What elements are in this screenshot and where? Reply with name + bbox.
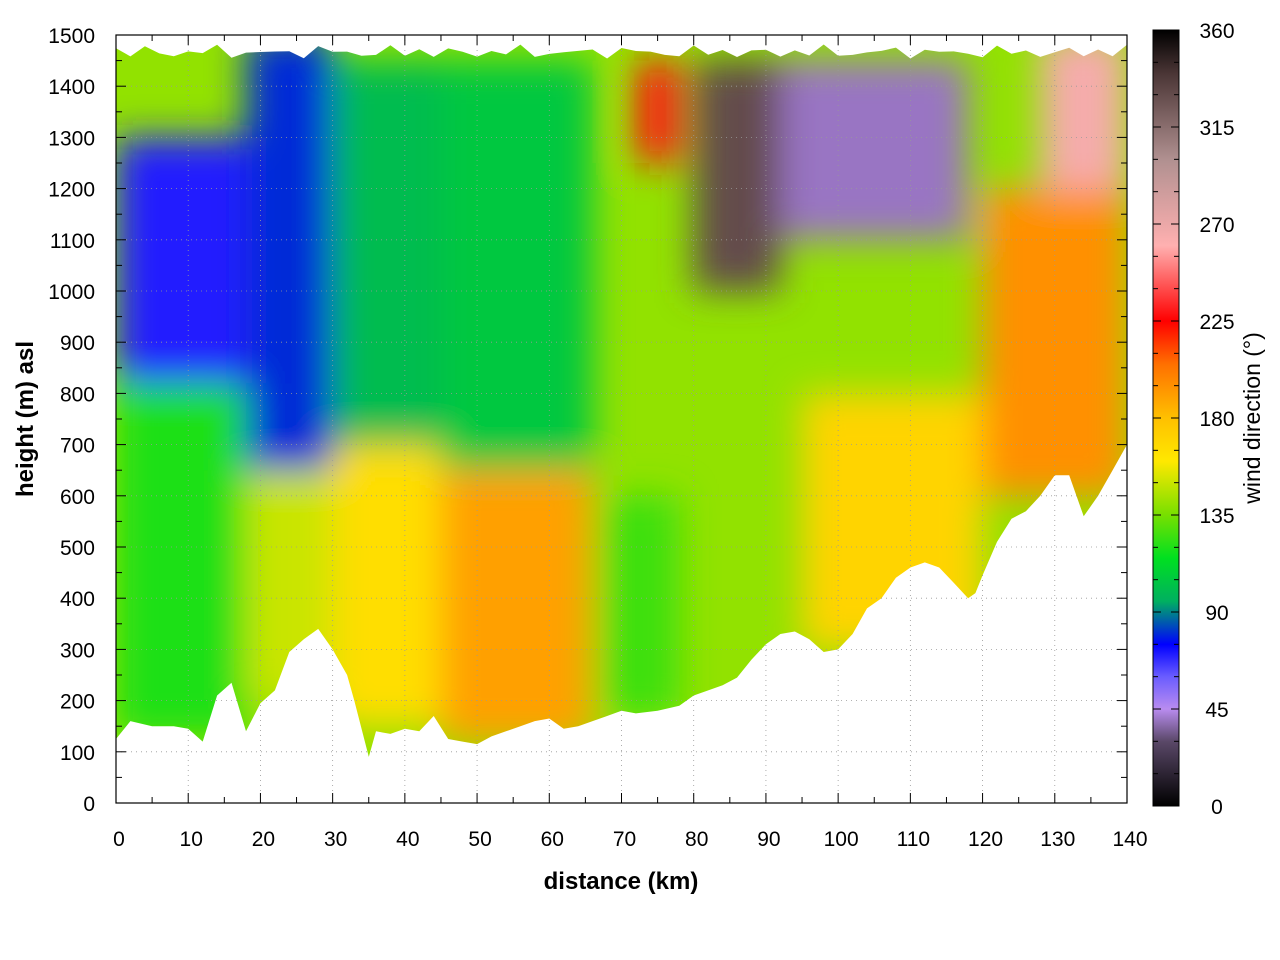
wind-zone-14 xyxy=(1040,35,1127,189)
axis-ticks: 0 10 20 30 40 50 60 70 80 90 100 110 120 130 140010020… xyxy=(48,25,1147,851)
wind-zone-6 xyxy=(440,470,593,742)
wind-zone-3 xyxy=(245,35,333,471)
x-tick-label: 10 xyxy=(180,828,203,851)
wind-zone-4 xyxy=(332,444,441,727)
wind-zone-10 xyxy=(693,60,781,291)
x-tick-label: 40 xyxy=(396,828,419,851)
colorbar-tick-label: 180 xyxy=(1199,408,1234,431)
grid xyxy=(116,35,1127,803)
terrain-mask xyxy=(116,444,1127,804)
wind-zone-13 xyxy=(982,188,1127,496)
x-tick-label: 30 xyxy=(324,828,347,851)
y-axis-label: height (m) asl xyxy=(12,341,39,497)
colorbar-tick-label: 90 xyxy=(1205,602,1228,625)
y-tick-label: 200 xyxy=(60,691,95,714)
x-tick-label: 60 xyxy=(541,828,564,851)
y-tick-label: 400 xyxy=(60,588,95,611)
x-tick-label: 100 xyxy=(824,828,859,851)
colorbar-label: wind direction (°) xyxy=(1239,332,1265,505)
colorbar-tick-label: 270 xyxy=(1199,214,1234,237)
colorbar-tick-label: 360 xyxy=(1199,20,1234,43)
x-tick-label: 90 xyxy=(757,828,780,851)
y-tick-label: 300 xyxy=(60,639,95,662)
wind-zone-8 xyxy=(599,495,680,716)
wind-zone-5 xyxy=(332,60,441,445)
y-tick-label: 1100 xyxy=(50,230,95,253)
colorbar-tick-label: 315 xyxy=(1199,117,1234,140)
x-tick-label: 110 xyxy=(897,828,930,851)
wind-field xyxy=(116,35,1127,803)
wind-zone-1 xyxy=(116,137,246,384)
x-tick-label: 140 xyxy=(1112,828,1147,851)
x-tick-label: 130 xyxy=(1040,828,1075,851)
x-tick-label: 50 xyxy=(468,828,491,851)
y-tick-label: 1000 xyxy=(48,281,95,304)
y-tick-label: 1400 xyxy=(48,76,95,99)
colorbar-tick-label: 135 xyxy=(1199,505,1234,528)
y-tick-label: 700 xyxy=(60,435,95,458)
y-tick-label: 1500 xyxy=(48,25,95,48)
colorbar-tick-label: 0 xyxy=(1211,796,1223,819)
y-tick-label: 900 xyxy=(60,332,95,355)
wind-zone-11 xyxy=(780,60,969,240)
x-tick-label: 80 xyxy=(685,828,708,851)
y-tick-label: 1200 xyxy=(48,179,95,202)
wind-zone-7 xyxy=(440,60,593,471)
y-tick-label: 800 xyxy=(60,383,95,406)
y-tick-label: 600 xyxy=(60,486,95,509)
x-tick-label: 70 xyxy=(613,828,636,851)
colorbar-tick-label: 225 xyxy=(1199,311,1234,334)
wind-zone-0 xyxy=(116,383,246,737)
wind-zone-9 xyxy=(635,60,680,163)
y-tick-label: 100 xyxy=(60,742,95,765)
x-tick-label: 120 xyxy=(968,828,1003,851)
y-tick-label: 500 xyxy=(60,537,95,560)
colorbar-tick-label: 45 xyxy=(1205,699,1228,722)
x-axis-label: distance (km) xyxy=(544,868,699,895)
y-tick-label: 0 xyxy=(83,793,95,816)
y-tick-label: 1300 xyxy=(48,127,95,150)
colorbar-ticks: 0 45 90 135 180 225 270 315 360 xyxy=(1153,20,1235,819)
x-tick-label: 0 xyxy=(113,828,125,851)
x-tick-label: 20 xyxy=(252,828,275,851)
